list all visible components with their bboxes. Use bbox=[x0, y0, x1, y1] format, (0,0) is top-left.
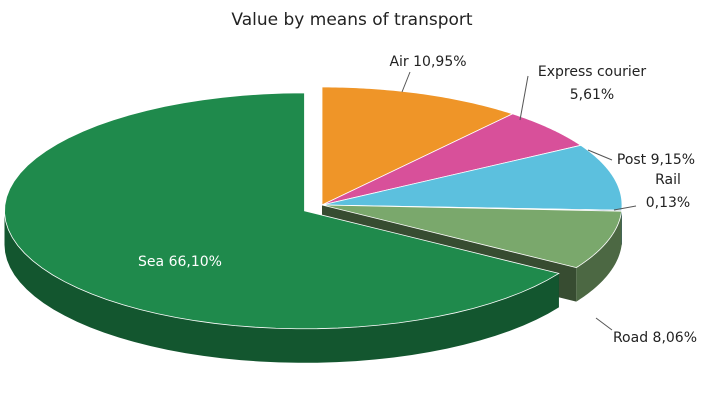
leader-line bbox=[613, 205, 637, 211]
category-label: Post bbox=[617, 152, 647, 168]
slice-label: Sea 66,10% bbox=[138, 254, 222, 270]
category-label: Road bbox=[613, 330, 648, 346]
chart-title: Value by means of transport bbox=[231, 10, 472, 30]
slice-label: Air 10,95% bbox=[389, 54, 466, 70]
value-label: 5,61% bbox=[570, 87, 614, 103]
value-label: 9,15% bbox=[651, 152, 695, 168]
slice-label: Road 8,06% bbox=[613, 330, 697, 346]
slice bbox=[321, 204, 623, 269]
slice-label: Express courier 5,61% bbox=[538, 64, 647, 103]
category-label: Air bbox=[389, 54, 408, 70]
slice-label: Post 9,15% bbox=[617, 152, 695, 168]
slice bbox=[4, 92, 560, 330]
leader-line bbox=[595, 317, 613, 331]
category-label: Sea bbox=[138, 254, 164, 270]
value-label: 10,95% bbox=[413, 54, 466, 70]
value-label: 66,10% bbox=[169, 254, 222, 270]
slice bbox=[321, 113, 582, 206]
slice bbox=[321, 86, 514, 206]
leader-line bbox=[401, 71, 411, 93]
slice-label: Rail 0,13% bbox=[646, 172, 690, 211]
category-label: Express courier bbox=[538, 64, 647, 80]
leader-line bbox=[587, 149, 613, 161]
slice-side bbox=[4, 210, 559, 363]
value-label: 0,13% bbox=[646, 195, 690, 211]
leader-line bbox=[519, 75, 529, 121]
slice bbox=[321, 144, 623, 211]
category-label: Rail bbox=[655, 172, 681, 188]
value-label: 8,06% bbox=[653, 330, 697, 346]
slice-side bbox=[576, 211, 622, 302]
